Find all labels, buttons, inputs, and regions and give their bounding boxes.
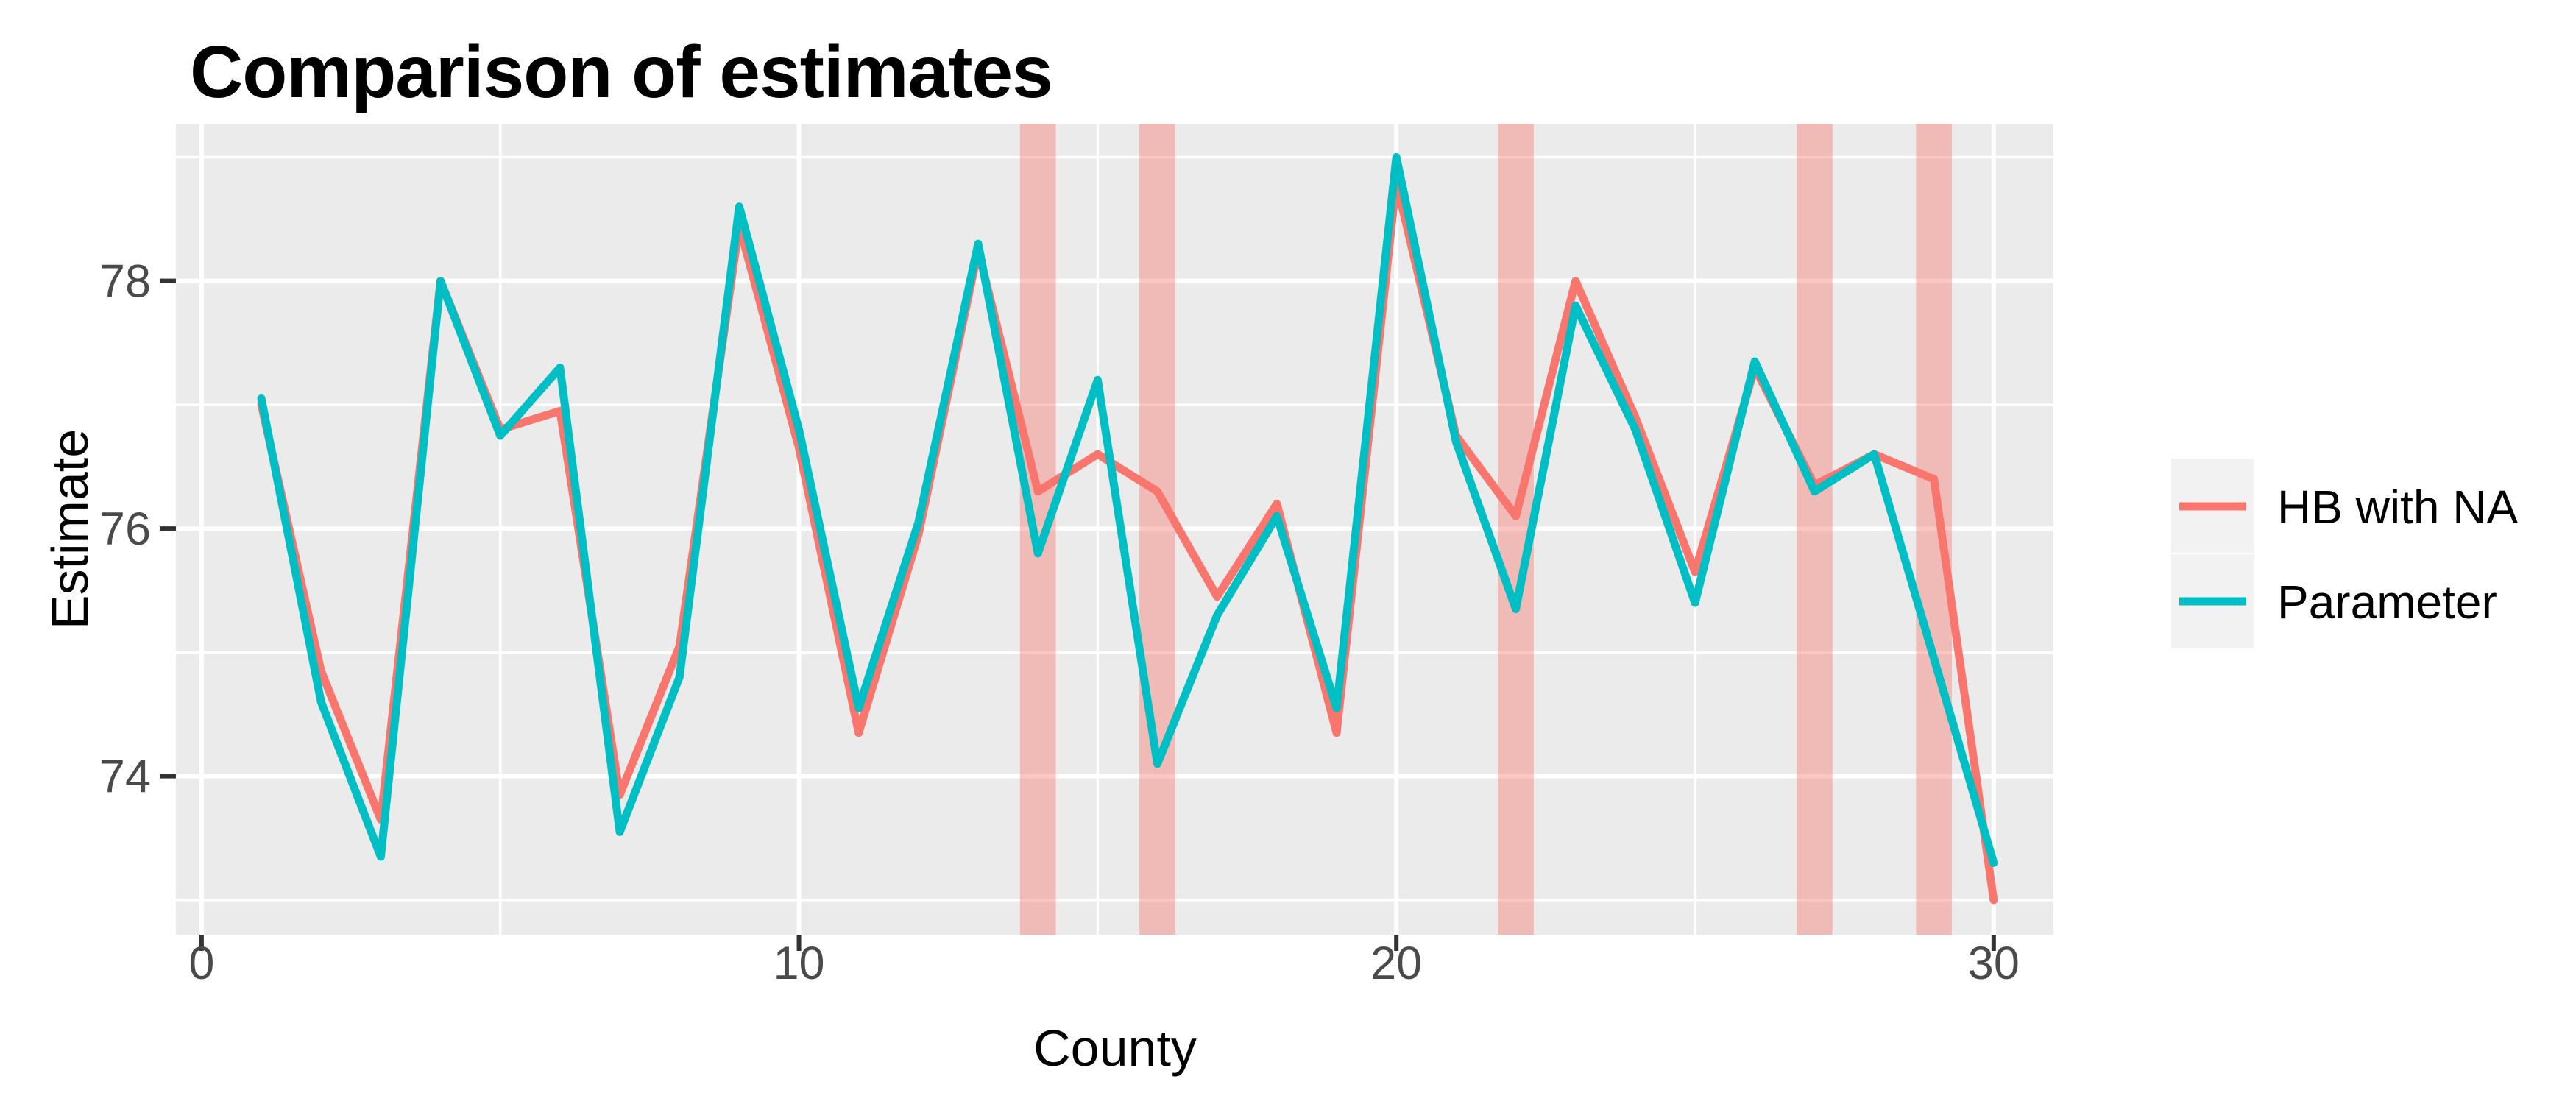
series-layer	[257, 152, 1998, 905]
series-line-hb-with-na	[257, 177, 1998, 905]
y-axis-title: Estimate	[41, 429, 99, 629]
x-tick-label: 10	[774, 938, 825, 989]
na-highlight-band-county-16	[1139, 124, 1175, 935]
x-tick-label: 30	[1968, 938, 2020, 989]
y-tick-label: 76	[99, 503, 151, 555]
y-tick-label: 74	[99, 751, 151, 803]
na-band-layer	[1019, 124, 1953, 935]
axis-layer: 74 76 78 0 10 20 30	[99, 256, 2020, 989]
x-tick-label: 0	[188, 938, 214, 989]
chart-title: Comparison of estimates	[190, 31, 1052, 113]
x-axis-title: County	[1033, 1019, 1197, 1077]
na-highlight-band-county-29	[1916, 124, 1953, 935]
na-highlight-band-county-27	[1796, 124, 1833, 935]
legend: HB with NA Parameter	[2171, 459, 2519, 648]
legend-label-hb-with-na: HB with NA	[2277, 481, 2519, 534]
plot-panel	[176, 124, 2053, 935]
series-line-parameter	[257, 152, 1998, 867]
y-tick-label: 78	[99, 256, 151, 308]
x-tick-label: 20	[1370, 938, 1422, 989]
legend-label-parameter: Parameter	[2277, 576, 2497, 629]
